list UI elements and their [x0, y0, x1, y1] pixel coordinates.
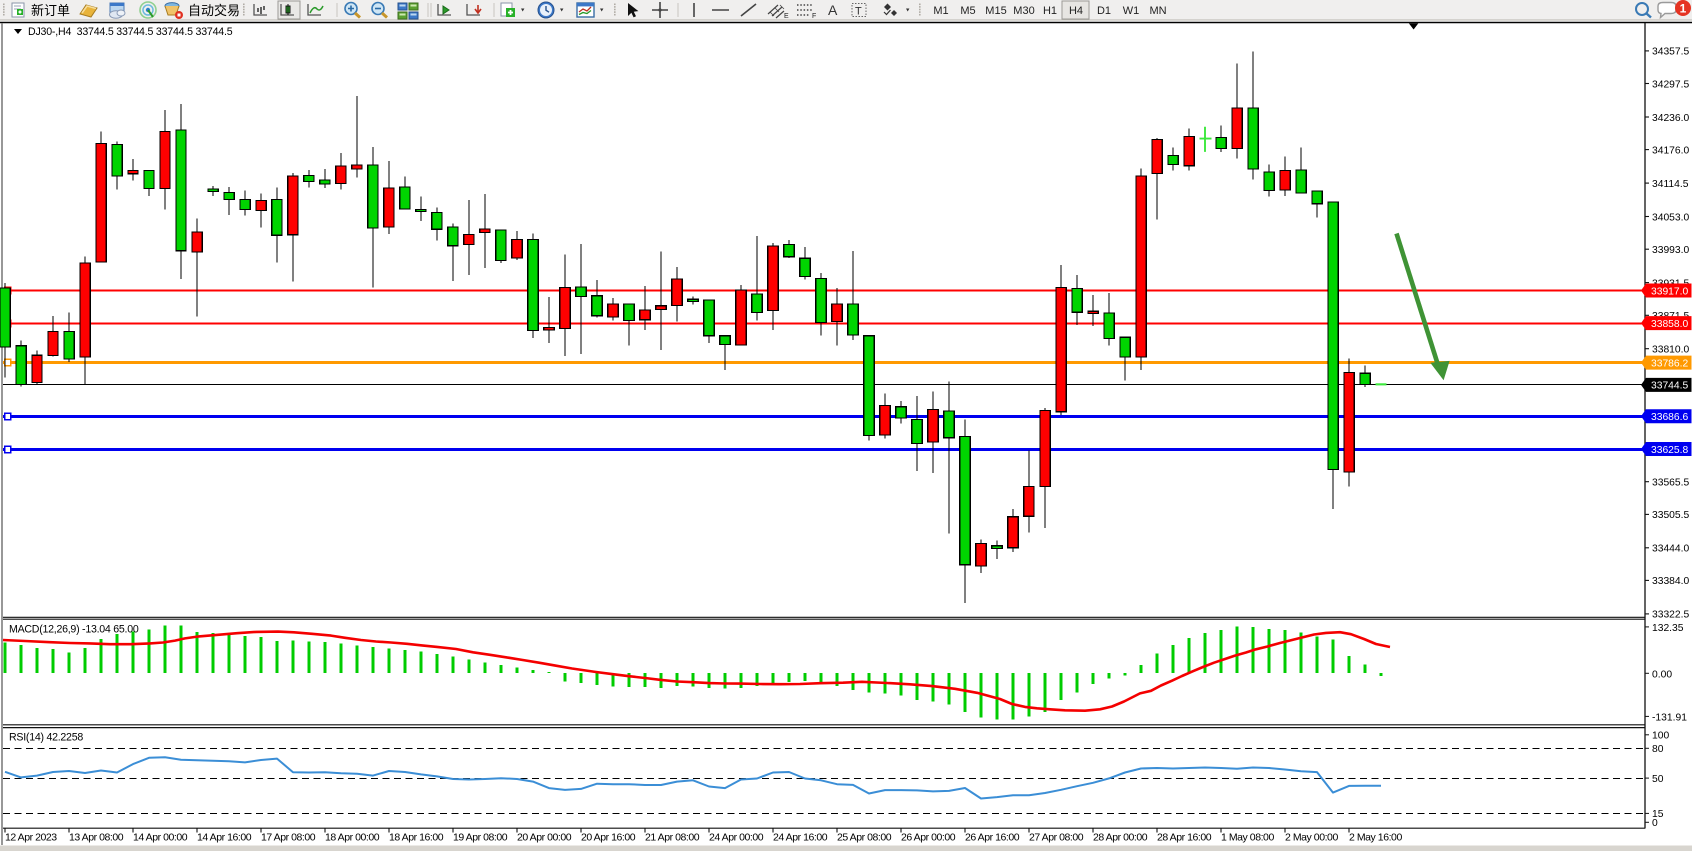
svg-text:132.35: 132.35 — [1652, 623, 1684, 634]
svg-text:28 Apr 16:00: 28 Apr 16:00 — [1157, 832, 1212, 844]
svg-text:M1: M1 — [933, 5, 948, 17]
svg-text:DJ30-,H4 33744.5 33744.5 3374: DJ30-,H4 33744.5 33744.5 33744.5 33744.5 — [28, 26, 233, 38]
svg-text:12 Apr 2023: 12 Apr 2023 — [5, 832, 57, 844]
svg-text:21 Apr 08:00: 21 Apr 08:00 — [645, 832, 700, 844]
svg-text:33686.6: 33686.6 — [1651, 412, 1688, 423]
svg-text:H4: H4 — [1069, 5, 1083, 17]
svg-text:20 Apr 16:00: 20 Apr 16:00 — [581, 832, 636, 844]
svg-text:80: 80 — [1652, 744, 1664, 755]
svg-text:28 Apr 00:00: 28 Apr 00:00 — [1093, 832, 1148, 844]
svg-text:0: 0 — [1652, 818, 1658, 829]
svg-text:18 Apr 00:00: 18 Apr 00:00 — [325, 832, 380, 844]
svg-text:25 Apr 08:00: 25 Apr 08:00 — [837, 832, 892, 844]
svg-text:19 Apr 08:00: 19 Apr 08:00 — [453, 832, 508, 844]
svg-text:2 May 00:00: 2 May 00:00 — [1285, 832, 1338, 844]
svg-text:33917.0: 33917.0 — [1651, 286, 1688, 297]
svg-text:34176.0: 34176.0 — [1652, 145, 1689, 156]
svg-text:33786.2: 33786.2 — [1651, 358, 1688, 369]
svg-text:34236.0: 34236.0 — [1652, 113, 1689, 124]
svg-text:2 May 16:00: 2 May 16:00 — [1349, 832, 1402, 844]
svg-text:T: T — [855, 6, 862, 18]
svg-text:24 Apr 00:00: 24 Apr 00:00 — [709, 832, 764, 844]
svg-text:14 Apr 00:00: 14 Apr 00:00 — [133, 832, 188, 844]
svg-text:15: 15 — [1652, 809, 1664, 820]
svg-text:33444.0: 33444.0 — [1652, 544, 1689, 555]
svg-text:24 Apr 16:00: 24 Apr 16:00 — [773, 832, 828, 844]
svg-text:-131.91: -131.91 — [1652, 712, 1687, 723]
svg-text:33625.8: 33625.8 — [1651, 445, 1688, 456]
svg-text:34114.5: 34114.5 — [1652, 179, 1689, 190]
svg-text:13 Apr 08:00: 13 Apr 08:00 — [69, 832, 124, 844]
svg-text:26 Apr 00:00: 26 Apr 00:00 — [901, 832, 956, 844]
svg-text:50: 50 — [1652, 774, 1664, 785]
svg-text:F: F — [812, 13, 816, 20]
svg-text:新订单: 新订单 — [31, 3, 70, 18]
svg-text:M15: M15 — [985, 5, 1006, 17]
svg-text:33810.0: 33810.0 — [1652, 345, 1689, 356]
svg-text:34357.5: 34357.5 — [1652, 47, 1689, 58]
svg-text:33505.5: 33505.5 — [1652, 510, 1689, 521]
svg-text:E: E — [784, 13, 789, 20]
svg-text:14 Apr 16:00: 14 Apr 16:00 — [197, 832, 252, 844]
svg-text:RSI(14) 42.2258: RSI(14) 42.2258 — [9, 731, 83, 743]
svg-text:W1: W1 — [1123, 5, 1140, 17]
svg-text:27 Apr 08:00: 27 Apr 08:00 — [1029, 832, 1084, 844]
svg-text:自动交易: 自动交易 — [188, 3, 240, 18]
svg-text:MACD(12,26,9) -13.04 65.00: MACD(12,26,9) -13.04 65.00 — [9, 623, 139, 635]
svg-text:18 Apr 16:00: 18 Apr 16:00 — [389, 832, 444, 844]
svg-text:100: 100 — [1652, 731, 1669, 742]
svg-text:26 Apr 16:00: 26 Apr 16:00 — [965, 832, 1020, 844]
svg-text:M30: M30 — [1013, 5, 1034, 17]
svg-text:20 Apr 00:00: 20 Apr 00:00 — [517, 832, 572, 844]
svg-text:M5: M5 — [960, 5, 975, 17]
svg-text:33993.0: 33993.0 — [1652, 245, 1689, 256]
svg-text:D1: D1 — [1097, 5, 1111, 17]
svg-text:34297.5: 34297.5 — [1652, 79, 1689, 90]
svg-text:33384.0: 33384.0 — [1652, 576, 1689, 587]
svg-text:MN: MN — [1149, 5, 1166, 17]
svg-text:33565.5: 33565.5 — [1652, 478, 1689, 489]
svg-text:17 Apr 08:00: 17 Apr 08:00 — [261, 832, 316, 844]
svg-text:A: A — [828, 2, 838, 18]
svg-text:33858.0: 33858.0 — [1651, 319, 1688, 330]
svg-text:1: 1 — [1680, 2, 1687, 16]
svg-text:33744.5: 33744.5 — [1651, 381, 1688, 392]
svg-text:H1: H1 — [1043, 5, 1057, 17]
svg-text:34053.0: 34053.0 — [1652, 212, 1689, 223]
svg-text:1 May 08:00: 1 May 08:00 — [1221, 832, 1274, 844]
svg-text:0.00: 0.00 — [1652, 669, 1672, 680]
svg-text:33322.5: 33322.5 — [1652, 610, 1689, 621]
